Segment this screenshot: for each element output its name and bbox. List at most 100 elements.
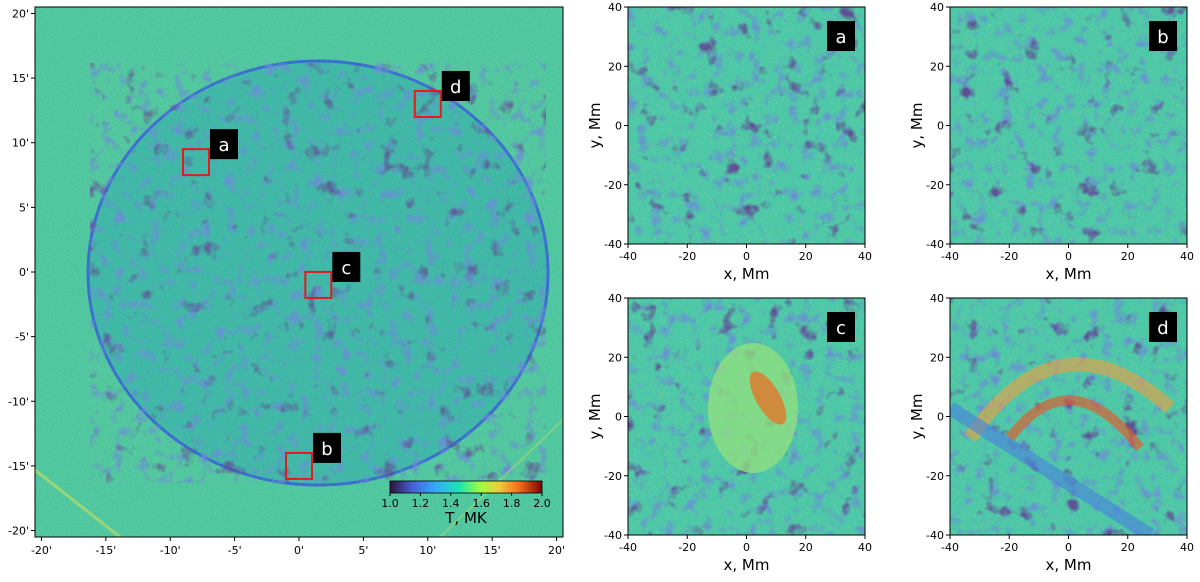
x-tick-label: -40 <box>619 250 637 263</box>
x-tick-label: -20 <box>678 541 696 554</box>
panel-label-bg <box>1149 312 1177 342</box>
x-tick-label: 40 <box>858 541 872 554</box>
x-tick-label: -20' <box>31 544 52 557</box>
panel-a: a -40-40 -20 -20 0 0 20 20 40 40 x, Mm y, Mm <box>586 1 872 283</box>
y-tick-label: -20' <box>8 525 29 538</box>
panel-label: a <box>835 27 846 48</box>
x-axis-label: x, Mm <box>1046 265 1092 283</box>
panel-label: c <box>836 318 846 339</box>
y-axis-label: y, Mm <box>908 394 926 440</box>
colorbar: 1.0 1.2 1.4 1.6 1.8 2.0 T, MK <box>381 480 551 527</box>
y-tick-label: -20 <box>604 470 622 483</box>
y-tick-label: 10' <box>12 137 29 150</box>
x-tick-label: 40 <box>1180 250 1194 263</box>
x-tick-label: 20 <box>1121 541 1135 554</box>
x-axis-label: x, Mm <box>724 265 770 283</box>
colorbar-label: T, MK <box>444 509 488 527</box>
y-tick-label: -15' <box>8 460 29 473</box>
y-tick-label: -40 <box>926 238 944 251</box>
y-tick-label: 20' <box>12 7 29 20</box>
x-tick-label: 20 <box>1121 250 1135 263</box>
y-tick-label: -40 <box>604 529 622 542</box>
y-tick-label: 20 <box>608 351 622 364</box>
y-tick-label: 40 <box>930 1 944 14</box>
x-tick-label: 0 <box>743 250 750 263</box>
colorbar-tick-label: 1.8 <box>503 497 521 510</box>
x-tick-label: 5' <box>358 544 368 557</box>
colorbar-tick-label: 2.0 <box>533 497 551 510</box>
region-label-bg <box>332 251 361 282</box>
x-tick-label: 0 <box>743 541 750 554</box>
x-axis-label: x, Mm <box>724 556 770 574</box>
x-tick-label: -15' <box>95 544 116 557</box>
region-box-a <box>181 148 210 177</box>
y-tick-label: 0' <box>19 266 29 279</box>
x-tick-label: -20 <box>1000 250 1018 263</box>
panel-label-bg <box>1149 21 1177 51</box>
region-label-a: a <box>218 135 229 156</box>
x-tick-label: -40 <box>619 541 637 554</box>
y-tick-label: 0 <box>615 120 622 133</box>
y-tick-label: -20 <box>604 179 622 192</box>
x-tick-label: 40 <box>858 250 872 263</box>
y-tick-label: 0 <box>937 411 944 424</box>
panel-label: b <box>1157 27 1168 48</box>
panel-c: c -40-40 -20 -20 0 0 20 20 40 40 x, Mm y, Mm <box>586 292 872 574</box>
y-tick-label: -40 <box>926 529 944 542</box>
y-axis-label: y, Mm <box>908 103 926 149</box>
x-tick-label: 0 <box>1065 250 1072 263</box>
panel-b: b -40-40 -20 -20 0 0 20 20 40 40 x, Mm y, Mm <box>908 1 1194 283</box>
colorbar-tick-label: 1.0 <box>381 497 399 510</box>
y-tick-label: 0 <box>937 120 944 133</box>
panel-d: d -40-40 -20 -20 0 0 20 20 40 40 x, Mm y, Mm <box>908 292 1194 574</box>
y-tick-label: 20 <box>930 60 944 73</box>
y-tick-label: -5' <box>15 331 29 344</box>
x-tick-label: 20' <box>548 544 565 557</box>
region-label-bg <box>313 432 341 463</box>
y-tick-label: 0 <box>615 411 622 424</box>
y-tick-label: -20 <box>926 470 944 483</box>
x-tick-label: 0' <box>294 544 304 557</box>
y-tick-label: 20 <box>930 351 944 364</box>
x-axis-label: x, Mm <box>1046 556 1092 574</box>
y-tick-label: 20 <box>608 60 622 73</box>
x-tick-label: -20 <box>1000 541 1018 554</box>
main-panel <box>35 7 563 537</box>
colorbar-tick-label: 1.6 <box>472 497 490 510</box>
y-tick-label: 40 <box>930 292 944 305</box>
y-tick-label: 40 <box>608 292 622 305</box>
panel-label-bg <box>827 21 855 51</box>
region-label-bg <box>209 129 238 160</box>
x-tick-label: -10' <box>160 544 181 557</box>
y-tick-label: 5' <box>19 201 29 214</box>
x-tick-label: -5' <box>228 544 242 557</box>
region-label-b: b <box>321 439 332 460</box>
x-tick-label: 20 <box>799 541 813 554</box>
region-box-c <box>304 270 333 299</box>
region-box-d <box>413 89 442 118</box>
region-label-c: c <box>341 258 351 279</box>
y-tick-label: -40 <box>604 238 622 251</box>
x-tick-label: 20 <box>799 250 813 263</box>
x-tick-label: 10' <box>419 544 436 557</box>
y-tick-label: -20 <box>926 179 944 192</box>
colorbar-tick-label: 1.4 <box>442 497 460 510</box>
x-tick-label: 40 <box>1180 541 1194 554</box>
x-tick-label: -40 <box>941 250 959 263</box>
region-box-b <box>285 451 313 480</box>
y-tick-label: -10' <box>8 395 29 408</box>
x-tick-label: -20 <box>678 250 696 263</box>
x-tick-label: -40 <box>941 541 959 554</box>
y-axis-label: y, Mm <box>586 394 604 440</box>
x-tick-label: 15' <box>484 544 501 557</box>
y-tick-label: 15' <box>12 72 29 85</box>
panel-label: d <box>1157 318 1168 339</box>
region-label-bg <box>441 70 470 101</box>
panel-label-bg <box>827 312 855 342</box>
y-axis-label: y, Mm <box>586 103 604 149</box>
x-tick-label: 0 <box>1065 541 1072 554</box>
colorbar-tick-label: 1.2 <box>412 497 430 510</box>
region-label-d: d <box>450 77 461 98</box>
y-tick-label: 40 <box>608 1 622 14</box>
